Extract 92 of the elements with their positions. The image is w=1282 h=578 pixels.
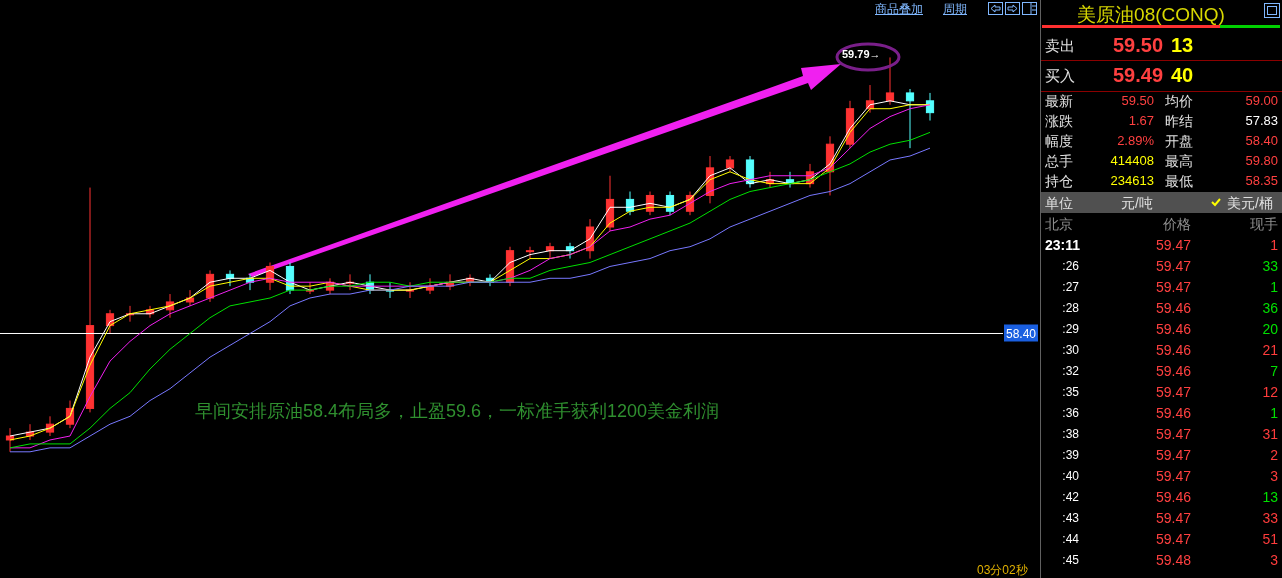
text: 1 [1270,237,1278,253]
text: 51 [1262,531,1278,547]
text: 59.50 [1121,93,1154,108]
text: 234613 [1110,173,1154,188]
text: 23:11 [1045,237,1081,253]
text: 2.89% [1117,133,1154,148]
text: :30 [1062,343,1079,357]
text: 58.40 [1005,327,1037,342]
text: 59.47 [1155,258,1191,274]
text: 卖出 [1045,37,1075,56]
text: :43 [1062,511,1079,525]
text: 59.00 [1245,93,1278,108]
text: 现手 [1250,216,1278,234]
text: :27 [1062,280,1079,294]
text: 59.47 [1155,279,1191,295]
text: 40 [1171,64,1194,87]
text: :39 [1062,448,1079,462]
text: 涨跌 [1045,113,1073,131]
text: 59.46 [1155,363,1191,379]
text: 20 [1262,321,1278,337]
text: 幅度 [1045,133,1073,151]
text: 元/吨 [1121,195,1153,213]
text: 开盘 [1165,133,1193,151]
text: 59.46 [1155,405,1191,421]
text: 价格 [1163,216,1191,234]
text: 2 [1270,447,1278,463]
text: :40 [1062,469,1079,483]
text: :35 [1062,385,1079,399]
text: 7 [1270,363,1278,379]
text: 58.40 [1245,133,1278,148]
text: :45 [1062,553,1079,567]
text: 59.47 [1155,510,1191,526]
text: 31 [1262,426,1278,442]
text: 周期 [943,1,967,18]
text: 59.47 [1155,447,1191,463]
text: 59.46 [1155,489,1191,505]
text: :38 [1062,427,1079,441]
text: 33 [1262,258,1278,274]
text: 59.50 [1113,34,1164,57]
text: 33 [1262,510,1278,526]
text: 414408 [1110,153,1154,168]
annotation: 59.79→ [842,48,881,61]
candlestick [925,92,935,122]
text: 59.46 [1155,321,1191,337]
text: 美元/桶 [1227,195,1273,213]
text: 3 [1270,468,1278,484]
text: :36 [1062,406,1079,420]
text: 最低 [1165,173,1193,191]
text: 59.47 [1155,468,1191,484]
text: 58.35 [1245,173,1278,188]
text: 59.47 [1155,531,1191,547]
text: 59.46 [1155,342,1191,358]
text: 单位 [1045,195,1073,213]
text: :29 [1062,322,1079,336]
text: 3 [1270,552,1278,568]
annotation: 早间安排原油58.4布局多，止盈59.6，一标准手获利1200美金利润 [195,400,720,423]
text: 59.47 [1155,426,1191,442]
candlestick [905,88,915,149]
text: 昨结 [1165,113,1193,131]
text: 1 [1270,279,1278,295]
candlestick [885,56,895,106]
text: :42 [1062,490,1079,504]
text: 59.46 [1155,300,1191,316]
candlestick [5,427,15,453]
text: 59.48 [1155,552,1191,568]
text: 1 [1270,405,1278,421]
text: 13 [1262,489,1278,505]
text: 商品叠加 [875,1,923,18]
candlestick [525,246,535,260]
text: 21 [1262,342,1278,358]
text: 57.83 [1245,113,1278,128]
text: 美原油08(CONQ) [1076,3,1226,27]
text: :26 [1062,259,1079,273]
text: 59.49 [1113,64,1164,87]
text: 均价 [1165,93,1193,111]
text: 13 [1171,34,1194,57]
text: 持仓 [1045,173,1073,191]
text: 1.67 [1128,113,1154,128]
text: 59.47 [1155,237,1191,253]
text: 总手 [1045,153,1073,171]
text: 最高 [1165,153,1193,171]
text: 59.47 [1155,384,1191,400]
text: :32 [1062,364,1079,378]
text: 12 [1262,384,1278,400]
text: 北京 [1045,216,1073,234]
text: :28 [1062,301,1079,315]
text: :44 [1062,532,1079,546]
text: 买入 [1045,67,1075,86]
text: 03分02秒 [977,562,1028,578]
text: 最新 [1045,93,1073,111]
text: 36 [1262,300,1278,316]
text: 59.80 [1245,153,1278,168]
